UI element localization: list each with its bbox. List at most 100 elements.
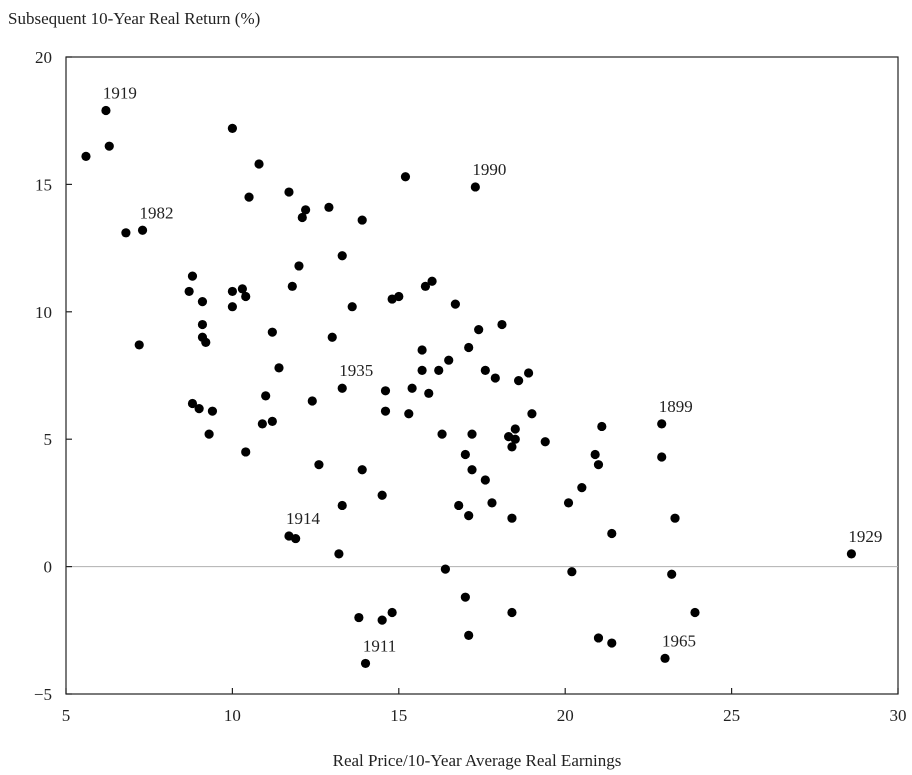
- data-point: [184, 286, 194, 297]
- data-point: [337, 500, 347, 511]
- data-point: [307, 396, 317, 406]
- data-point: [846, 549, 857, 559]
- data-point: [301, 205, 311, 215]
- data-point: [590, 449, 600, 460]
- data-point: [657, 419, 667, 429]
- data-point: [394, 291, 404, 302]
- data-point: [480, 475, 490, 485]
- data-point: [337, 383, 347, 393]
- data-point: [201, 337, 211, 347]
- data-point: [450, 299, 460, 309]
- annotation-label: 1965: [662, 631, 696, 650]
- data-point: [607, 638, 617, 648]
- data-point: [417, 365, 427, 376]
- data-point: [670, 513, 680, 523]
- data-point: [291, 533, 301, 544]
- data-point: [267, 327, 277, 337]
- annotation-label: 1929: [848, 527, 882, 546]
- data-point: [357, 215, 367, 225]
- data-point: [507, 513, 517, 523]
- data-point: [334, 549, 344, 559]
- x-axis-label: Real Price/10-Year Average Real Earnings: [333, 751, 622, 770]
- data-point: [287, 281, 297, 291]
- data-point: [474, 325, 484, 335]
- data-point: [347, 302, 357, 312]
- data-point: [427, 276, 437, 286]
- data-point: [257, 419, 267, 429]
- data-point: [197, 297, 208, 307]
- data-point: [227, 286, 237, 297]
- data-point: [134, 340, 144, 350]
- data-point: [563, 498, 574, 508]
- data-point: [337, 251, 347, 261]
- data-point: [380, 406, 391, 416]
- annotation-label: 1990: [472, 160, 506, 179]
- data-point: [227, 302, 237, 312]
- data-point: [514, 375, 524, 386]
- data-point: [470, 182, 480, 192]
- data-point: [487, 498, 497, 508]
- data-point: [467, 465, 477, 475]
- data-point: [244, 192, 254, 202]
- data-point: [274, 363, 284, 373]
- data-point: [523, 368, 534, 378]
- data-point: [194, 404, 204, 414]
- data-point: [327, 332, 337, 342]
- data-point: [297, 212, 307, 223]
- data-point: [593, 460, 604, 470]
- data-point: [357, 465, 367, 475]
- data-point: [187, 398, 198, 409]
- data-point: [454, 500, 464, 511]
- data-point: [467, 429, 477, 439]
- data-point: [417, 345, 427, 355]
- data-point: [464, 342, 474, 353]
- annotation-label: 1911: [363, 636, 396, 655]
- x-tick-label: 5: [62, 706, 71, 725]
- data-point: [314, 460, 324, 470]
- data-point: [593, 633, 604, 643]
- data-point: [354, 612, 364, 623]
- data-point: [197, 319, 208, 330]
- data-point: [540, 437, 550, 447]
- data-point: [460, 592, 470, 602]
- data-point: [657, 452, 667, 462]
- x-tick-label: 25: [723, 706, 740, 725]
- data-point: [261, 391, 271, 401]
- y-axis-label: Subsequent 10-Year Real Return (%): [8, 9, 260, 28]
- data-point: [404, 409, 414, 419]
- data-point: [227, 123, 237, 133]
- x-tick-label: 20: [557, 706, 574, 725]
- data-point: [480, 365, 490, 376]
- data-point: [607, 528, 617, 539]
- data-point: [204, 429, 214, 439]
- data-point: [440, 564, 450, 574]
- data-point: [597, 421, 607, 432]
- annotation-label: 1935: [339, 361, 373, 380]
- plot-frame: [65, 56, 899, 695]
- x-tick-label: 15: [390, 706, 407, 725]
- y-tick-label: 20: [35, 48, 52, 67]
- annotation-label: 1914: [286, 509, 321, 528]
- y-tick-label: 10: [35, 303, 52, 322]
- y-tick-label: 15: [35, 175, 52, 194]
- x-tick-label: 10: [224, 706, 241, 725]
- data-point: [104, 141, 114, 151]
- data-point: [497, 319, 507, 330]
- data-point: [284, 187, 294, 197]
- data-point: [81, 151, 91, 161]
- plot-area: 5 10 15 20 25 30 20 15 10 5 0 −5 1919 1982 1990 1935 189…: [34, 48, 907, 725]
- data-point: [377, 490, 387, 500]
- y-tick-label: 5: [44, 430, 53, 449]
- data-point: [510, 424, 520, 434]
- data-point: [507, 607, 517, 618]
- data-point: [121, 228, 131, 238]
- data-point: [241, 447, 251, 457]
- data-point: [387, 607, 397, 618]
- data-point: [254, 159, 264, 169]
- data-point: [267, 416, 277, 426]
- data-point: [660, 653, 670, 663]
- data-point: [510, 434, 520, 444]
- data-point: [567, 567, 577, 577]
- data-point: [690, 607, 700, 618]
